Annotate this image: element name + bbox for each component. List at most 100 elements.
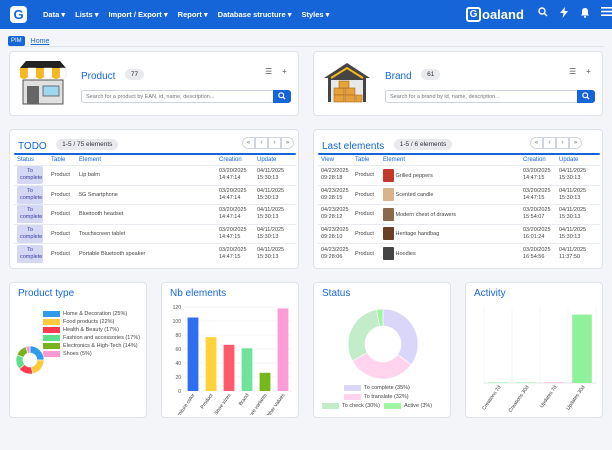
bar[interactable] [277, 308, 289, 391]
last-element-row[interactable]: 04/23/2025 09:28:10 Product Heritage hand… [318, 223, 600, 244]
x-tick-label: Other Values [265, 392, 287, 415]
column-header[interactable]: Update [559, 157, 579, 163]
legend-item[interactable]: To check (30%) [322, 402, 380, 410]
pim-tag[interactable]: PIM [8, 36, 25, 46]
product-search-button[interactable] [273, 90, 291, 103]
donut-slice[interactable] [30, 359, 45, 375]
legend-item[interactable]: Fashion and accessories (17%) [43, 334, 140, 342]
status-badge[interactable]: To complete [17, 244, 43, 263]
legend-item[interactable]: Food products (22%) [43, 318, 140, 326]
legend-item[interactable]: Active (3%) [384, 402, 432, 410]
legend-item[interactable]: Home & Decoration (25%) [43, 310, 140, 318]
last-element-row[interactable]: 04/23/2025 09:28:15 Product Scented candl… [318, 184, 600, 205]
first-page-button[interactable]: « [242, 137, 255, 149]
add-icon[interactable]: + [282, 67, 287, 76]
menu-data[interactable]: Data ▾ [43, 10, 66, 19]
donut-slice[interactable] [382, 308, 419, 365]
legend-item[interactable]: To complete (35%) [344, 384, 410, 392]
bell-icon[interactable] [578, 7, 592, 21]
next-page-button[interactable]: › [268, 137, 281, 149]
element-cell[interactable]: Hoodies [395, 250, 416, 257]
app-logo-icon[interactable]: G [10, 6, 27, 23]
breadcrumb: PIM Home [8, 36, 49, 46]
bar[interactable] [241, 348, 253, 391]
element-cell[interactable]: Lip balm [76, 165, 216, 185]
column-header[interactable]: Creation [219, 157, 242, 163]
bar[interactable] [187, 317, 199, 392]
menu-report[interactable]: Report ▾ [177, 10, 208, 19]
list-icon[interactable]: ☰ [265, 67, 273, 76]
element-cell[interactable]: Portable Bluetooth speaker [76, 243, 216, 263]
element-cell[interactable]: Bluetooth headset [76, 204, 216, 224]
brand-search-button[interactable] [577, 90, 595, 103]
bar[interactable] [488, 382, 508, 383]
todo-row[interactable]: To complete Product Bluetooth headset 03/20/… [14, 204, 296, 224]
element-cell[interactable]: Touchscreen tablet [76, 223, 216, 244]
element-cell[interactable]: Scented candle [395, 192, 434, 199]
column-header[interactable]: Element [383, 157, 406, 163]
column-header[interactable]: Creation [523, 157, 546, 163]
hamburger-icon[interactable] [599, 7, 612, 21]
donut-slice[interactable] [25, 345, 31, 354]
menu-import-export[interactable]: Import / Export ▾ [108, 10, 168, 19]
donut-slice[interactable] [376, 308, 384, 327]
add-icon[interactable]: + [586, 67, 591, 76]
last-page-button[interactable]: » [569, 137, 582, 149]
menu-lists[interactable]: Lists ▾ [75, 10, 99, 19]
top-navbar: G Data ▾ Lists ▾ Import / Export ▾ Repor… [0, 0, 612, 29]
column-header[interactable]: Table [51, 157, 66, 163]
bolt-icon[interactable] [557, 7, 571, 21]
column-header[interactable]: Status [17, 157, 35, 163]
donut-slice[interactable] [347, 309, 380, 362]
search-icon[interactable] [536, 7, 550, 21]
element-cell[interactable]: Modern chest of drawers [395, 211, 457, 218]
menu-database-structure[interactable]: Database structure ▾ [217, 10, 292, 19]
bar[interactable] [223, 344, 235, 391]
last-element-row[interactable]: 04/23/2025 09:28:06 Product Hoodies 03/20/… [318, 243, 600, 263]
status-badge[interactable]: To complete [17, 166, 43, 185]
legend-item[interactable]: Shoes (5%) [43, 350, 140, 358]
update-cell: 04/11/2025 15:30:13 [556, 184, 600, 205]
prev-page-button[interactable]: ‹ [255, 137, 268, 149]
legend-item[interactable]: To translate (32%) [344, 393, 409, 401]
next-page-button[interactable]: › [556, 137, 569, 149]
donut-slice[interactable] [29, 345, 45, 361]
last-page-button[interactable]: » [281, 137, 294, 149]
element-cell[interactable]: Grilled peppers [395, 172, 433, 179]
column-header[interactable]: Table [355, 157, 370, 163]
breadcrumb-home-link[interactable]: Home [30, 37, 50, 45]
last-element-row[interactable]: 04/23/2025 09:28:18 Product Grilled peppe… [318, 165, 600, 185]
column-header[interactable]: View [321, 157, 334, 163]
column-header[interactable]: Element [79, 157, 102, 163]
status-badge[interactable]: To complete [17, 185, 43, 204]
brand-title[interactable]: Brand [385, 71, 412, 82]
product-search-input[interactable] [82, 91, 273, 102]
bar[interactable] [572, 314, 592, 383]
status-badge[interactable]: To complete [17, 224, 43, 243]
bar[interactable] [205, 337, 217, 391]
menu-styles[interactable]: Styles ▾ [301, 10, 330, 19]
product-title[interactable]: Product [81, 71, 116, 82]
bar[interactable] [259, 372, 271, 391]
table-cell: Product [352, 184, 380, 205]
todo-row[interactable]: To complete Product Lip balm 03/20/2025 14:4… [14, 165, 296, 185]
element-cell[interactable]: Heritage handbag [395, 231, 440, 238]
prev-page-button[interactable]: ‹ [543, 137, 556, 149]
brand-search-input[interactable] [386, 91, 577, 102]
bar[interactable] [544, 382, 564, 383]
bar[interactable] [516, 382, 536, 383]
element-cell[interactable]: 5G Smartphone [76, 184, 216, 205]
todo-row[interactable]: To complete Product Portable Bluetooth spea… [14, 243, 296, 263]
legend-item[interactable]: Electronics & High-Tech (14%) [43, 342, 140, 350]
status-badge[interactable]: To complete [17, 205, 43, 224]
legend-item[interactable]: Health & Beauty (17%) [43, 326, 140, 334]
todo-row[interactable]: To complete Product 5G Smartphone 03/20/2025… [14, 184, 296, 205]
column-header[interactable]: Update [257, 157, 277, 163]
list-icon[interactable]: ☰ [569, 67, 577, 76]
first-page-button[interactable]: « [530, 137, 543, 149]
todo-row[interactable]: To complete Product Touchscreen tablet 03/20… [14, 223, 296, 244]
last-element-row[interactable]: 04/23/2025 09:28:12 Product Modern chest … [318, 204, 600, 224]
product-count-badge: 77 [124, 69, 145, 81]
legend-label: To translate (32%) [364, 394, 409, 400]
